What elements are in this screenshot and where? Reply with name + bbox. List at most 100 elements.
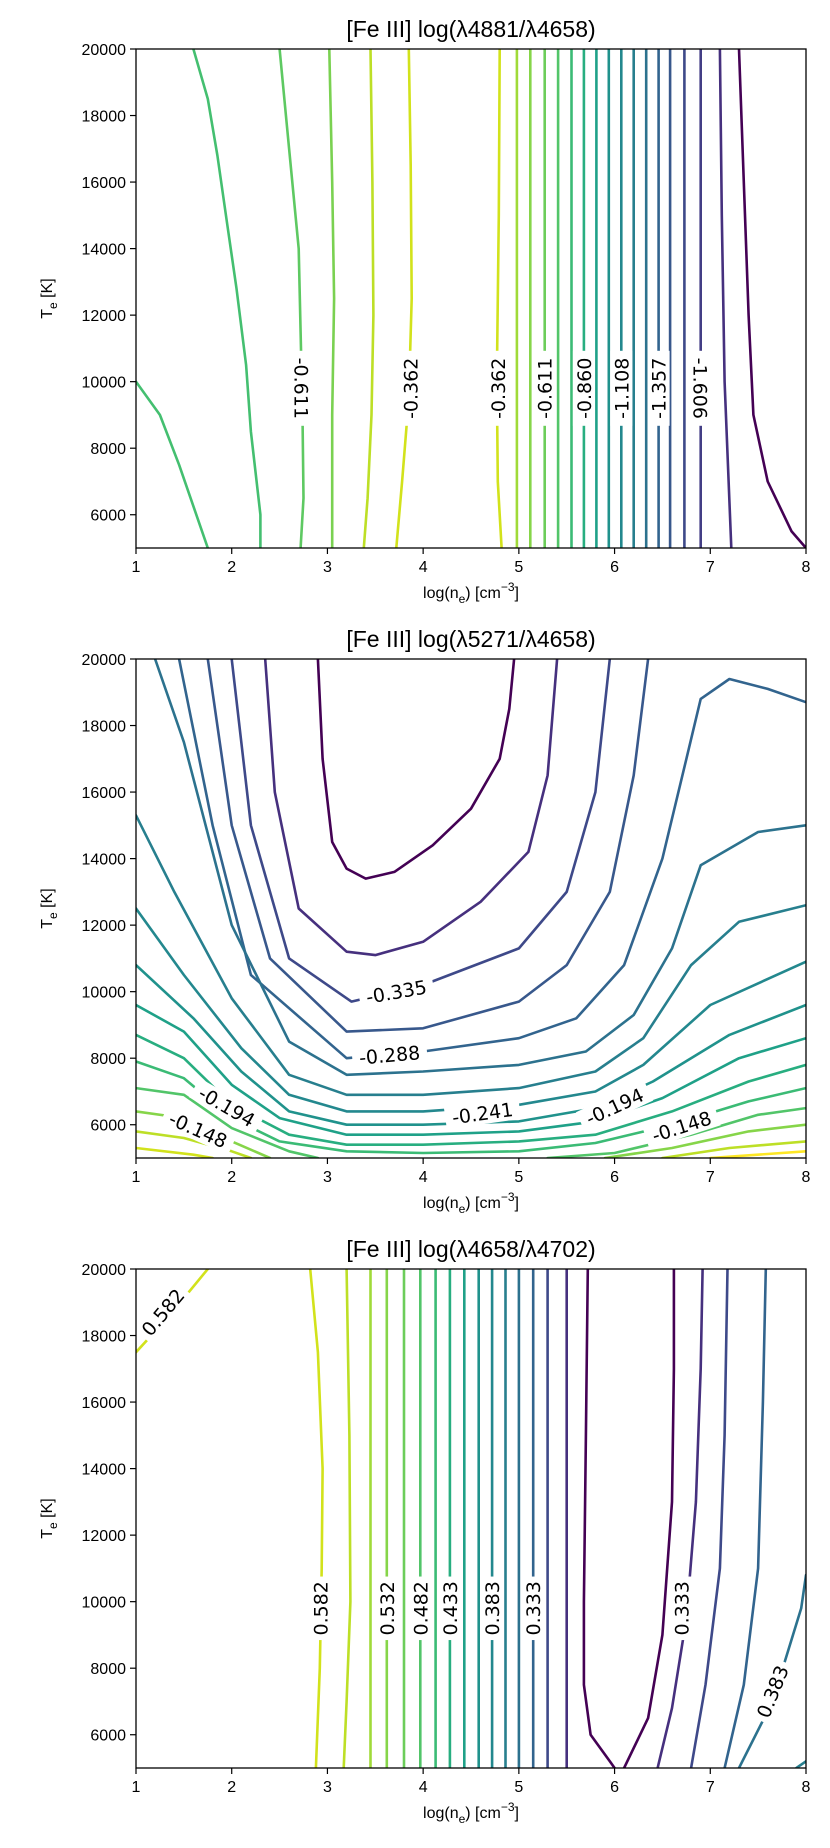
contour-label: -0.194	[575, 1080, 654, 1133]
contour-line	[136, 907, 806, 1113]
x-tick-label: 3	[323, 559, 332, 576]
y-tick-label: 16000	[82, 1395, 127, 1412]
x-tick-label: 7	[706, 559, 715, 576]
contour-label: -0.335	[357, 974, 436, 1010]
chart-panel-2: [Fe III] log(λ5271/λ4658) -0.335 -0.288 -0.…	[39, 626, 811, 1216]
x-tick-label: 4	[419, 1779, 428, 1796]
contour-line	[136, 963, 806, 1126]
contour-line	[737, 1573, 806, 1768]
contour-label: -0.611	[533, 350, 557, 426]
plot-frame	[135, 658, 807, 1159]
contour-label: -1.108	[610, 350, 633, 426]
contour-line	[723, 1269, 768, 1768]
contour-label: 0.383	[481, 1576, 504, 1641]
contour-lines	[136, 1269, 806, 1768]
y-tick-label: 16000	[82, 785, 127, 802]
x-tick-label: 6	[610, 559, 619, 576]
contour-line	[278, 49, 305, 548]
y-tick-label: 18000	[82, 719, 127, 736]
contour-line	[136, 814, 806, 1097]
svg-text:0.333: 0.333	[523, 1581, 545, 1635]
contour-line	[136, 1003, 806, 1136]
x-tick-label: 5	[514, 1779, 523, 1796]
y-tick-label: 16000	[82, 175, 127, 192]
x-tick-label: 4	[419, 559, 428, 576]
y-tick-label: 8000	[90, 1051, 126, 1068]
y-tick-label: 18000	[82, 1329, 127, 1346]
y-tick-label: 10000	[82, 985, 127, 1002]
contour-line	[661, 1140, 806, 1158]
y-tick-label: 20000	[82, 652, 127, 669]
x-axis-label: log(ne) [cm−3]	[423, 1190, 519, 1216]
chart-title: [Fe III] log(λ5271/λ4658)	[346, 626, 595, 652]
x-tick-label: 2	[227, 559, 236, 576]
y-tick-label: 6000	[90, 1728, 126, 1745]
contour-line	[622, 1269, 676, 1768]
contour-line	[316, 659, 516, 880]
x-tick-label: 6	[610, 1779, 619, 1796]
contour-lines	[136, 49, 806, 548]
svg-text:-0.362: -0.362	[401, 358, 423, 419]
x-tick-label: 1	[132, 1169, 141, 1186]
chart-title: [Fe III] log(λ4881/λ4658)	[346, 16, 595, 42]
y-tick-label: 6000	[90, 1118, 126, 1135]
svg-text:-1.357: -1.357	[649, 358, 671, 419]
svg-text:-0.611: -0.611	[535, 358, 557, 419]
contour-label: -0.362	[486, 350, 510, 426]
y-tick-label: 14000	[82, 852, 127, 869]
svg-text:-0.288: -0.288	[358, 1042, 421, 1069]
x-tick-label: 1	[132, 559, 141, 576]
y-axis-label: Te [K]	[39, 1498, 60, 1538]
contour-label: -0.288	[351, 1040, 428, 1070]
x-tick-label: 8	[802, 1779, 811, 1796]
x-tick-label: 1	[132, 1779, 141, 1796]
plot-frame	[135, 1268, 807, 1769]
contour-label: 0.582	[133, 1280, 192, 1344]
svg-text:0.582: 0.582	[311, 1581, 333, 1635]
contour-label: 0.433	[438, 1576, 462, 1641]
contour-lines	[136, 659, 806, 1158]
y-tick-label: 20000	[82, 1262, 127, 1279]
contour-line	[582, 1269, 616, 1768]
y-tick-label: 18000	[82, 109, 127, 126]
x-tick-label: 6	[610, 1169, 619, 1186]
contour-line	[206, 659, 650, 1033]
svg-text:-0.860: -0.860	[574, 358, 596, 419]
contour-line	[342, 1269, 352, 1768]
y-tick-label: 8000	[90, 1661, 126, 1678]
contour-label: -0.611	[290, 350, 313, 426]
chart-panel-3: [Fe III] log(λ4658/λ4702) 0.582 0.582 0.532…	[39, 1236, 811, 1826]
svg-text:0.582: 0.582	[138, 1285, 190, 1341]
y-tick-label: 12000	[82, 918, 127, 935]
contour-label: 0.383	[750, 1657, 795, 1726]
contour-line	[495, 49, 503, 548]
svg-text:0.433: 0.433	[440, 1581, 462, 1635]
y-tick-label: 10000	[82, 375, 127, 392]
y-tick-label: 6000	[90, 508, 126, 525]
contour-line	[136, 1146, 214, 1158]
y-tick-label: 12000	[82, 1528, 127, 1545]
contour-line	[709, 1150, 806, 1158]
contour-line	[603, 1123, 806, 1158]
x-tick-label: 8	[802, 559, 811, 576]
x-tick-label: 2	[227, 1169, 236, 1186]
contour-line	[737, 49, 806, 548]
contour-line	[177, 659, 806, 1060]
svg-text:-1.108: -1.108	[611, 358, 633, 419]
contour-label: -0.148	[642, 1104, 721, 1149]
contour-line	[153, 659, 806, 1077]
x-tick-label: 7	[706, 1779, 715, 1796]
y-tick-label: 14000	[82, 1462, 127, 1479]
contour-line	[192, 49, 262, 548]
x-tick-label: 5	[514, 559, 523, 576]
y-axis-label: Te [K]	[39, 278, 60, 318]
x-tick-label: 5	[514, 1169, 523, 1186]
x-tick-label: 3	[323, 1779, 332, 1796]
y-tick-label: 8000	[90, 441, 126, 458]
svg-text:0.482: 0.482	[410, 1581, 432, 1635]
chart-title: [Fe III] log(λ4658/λ4702)	[346, 1236, 595, 1262]
contour-line	[263, 659, 559, 957]
contour-label: 0.482	[409, 1576, 432, 1641]
y-tick-label: 10000	[82, 1595, 127, 1612]
